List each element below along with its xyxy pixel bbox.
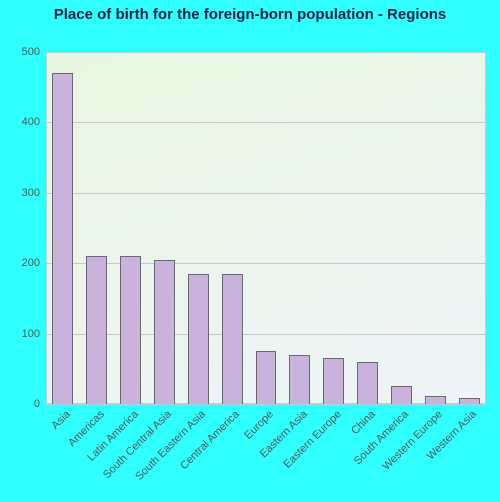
grid-line [46,122,486,123]
x-tick-label: Asia [46,404,74,432]
chart-container: Place of birth for the foreign-born popu… [0,0,500,502]
bar [120,256,141,404]
grid-line [46,263,486,264]
bar [86,256,107,404]
bar [357,362,378,404]
bar [52,73,73,404]
bar [391,386,412,404]
y-tick-label: 500 [22,46,46,58]
y-tick-label: 200 [22,257,46,269]
bar [425,396,446,404]
bar [323,358,344,404]
grid-line [46,193,486,194]
plot-area: 0100200300400500AsiaAmericasLatin Americ… [46,52,486,404]
bar [289,355,310,404]
y-tick-label: 300 [22,187,46,199]
bar [188,274,209,404]
y-tick-label: 400 [22,116,46,128]
grid-line [46,334,486,335]
bar [222,274,243,404]
bar [154,260,175,404]
chart-title: Place of birth for the foreign-born popu… [0,6,500,23]
y-tick-label: 0 [34,398,46,410]
grid-line [46,52,486,53]
bar [256,351,277,404]
y-tick-label: 100 [22,328,46,340]
